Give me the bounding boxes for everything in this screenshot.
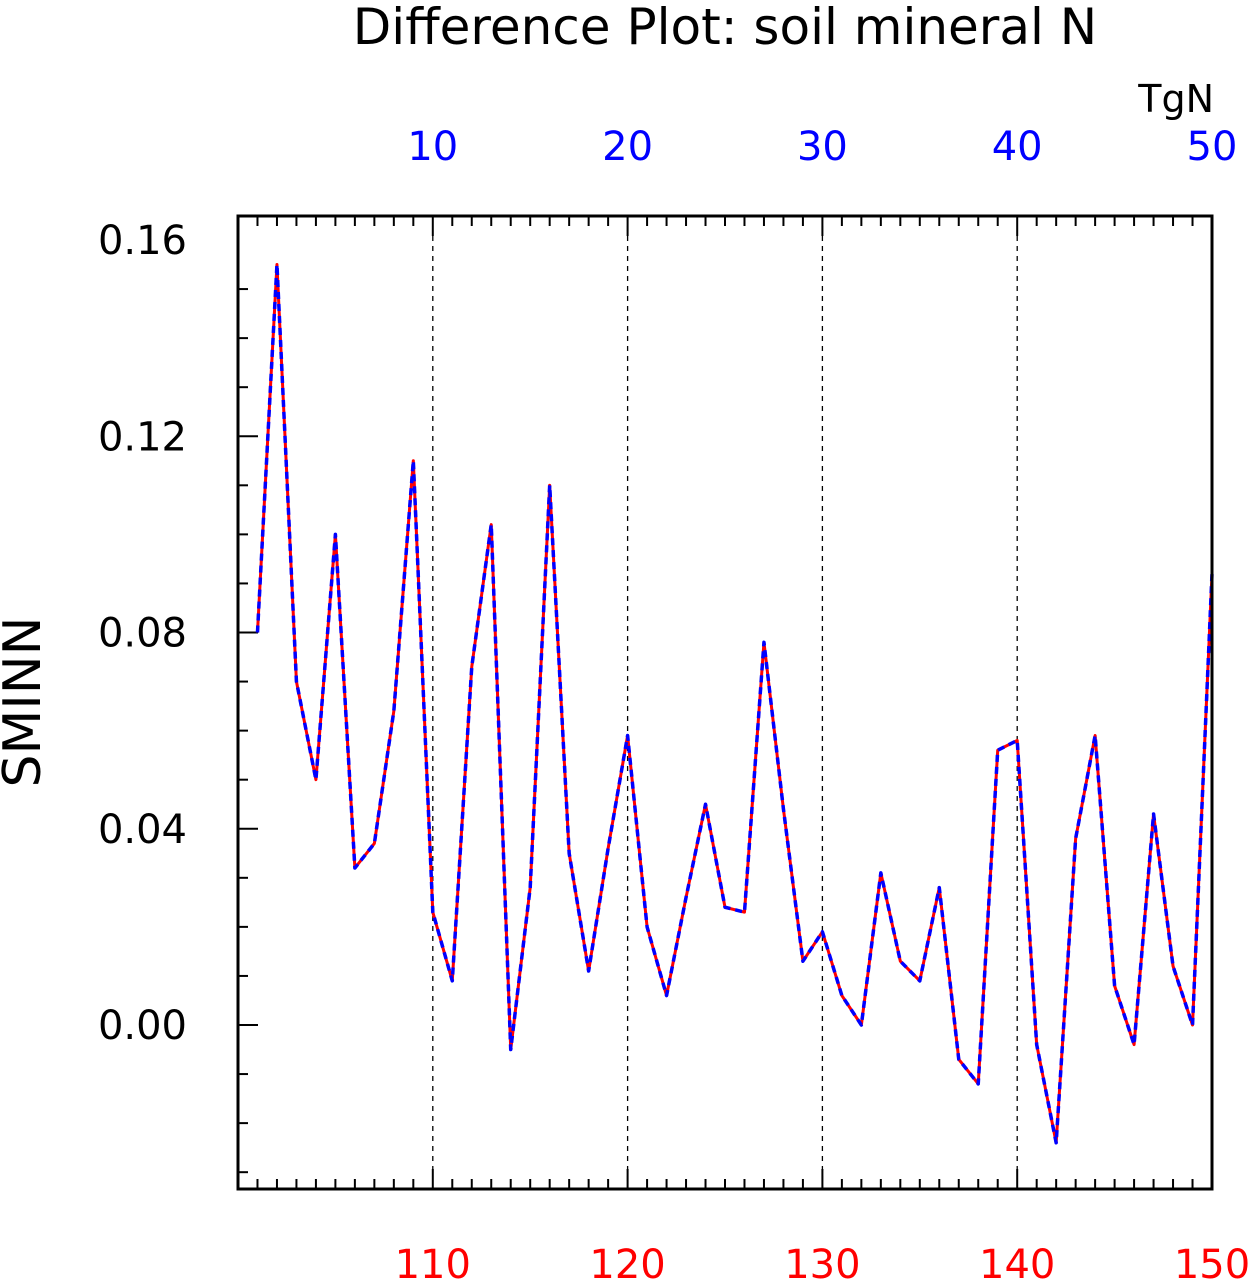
top-axis-tick-label: 10 [407, 124, 458, 170]
y-axis-label: SMINN [0, 616, 53, 787]
top-axis-tick-label: 30 [797, 124, 848, 170]
bottom-axis-tick-label: 110 [395, 1242, 471, 1280]
top-axis-tick-label: 20 [602, 124, 653, 170]
axis-ticks [238, 216, 1213, 1189]
y-tick-label: 0.08 [98, 611, 187, 657]
bottom-axis-tick-label: 140 [979, 1242, 1055, 1280]
series-line-red [255, 263, 1214, 1145]
data-series [255, 262, 1214, 1145]
bottom-axis-tick-label: 150 [1174, 1242, 1250, 1280]
unit-label: TgN [1137, 77, 1214, 121]
top-axis-tick-label: 40 [992, 124, 1043, 170]
chart-title: Difference Plot: soil mineral N [353, 0, 1097, 56]
bottom-axis-tick-label: 120 [589, 1242, 665, 1280]
bottom-axis-tick-label: 130 [784, 1242, 860, 1280]
y-tick-label: 0.12 [98, 414, 187, 460]
y-tick-label: 0.00 [98, 1003, 187, 1049]
grid-lines [432, 216, 1018, 1189]
tick-labels: 0.00 0.04 0.08 0.12 0.16 10 20 30 40 50 110 120 130 1… [98, 124, 1250, 1280]
top-axis-tick-label: 50 [1187, 124, 1238, 170]
plot-frame [236, 214, 1214, 1191]
y-tick-label: 0.16 [98, 218, 187, 264]
series-line-blue [255, 262, 1214, 1145]
y-tick-label: 0.04 [98, 807, 187, 853]
